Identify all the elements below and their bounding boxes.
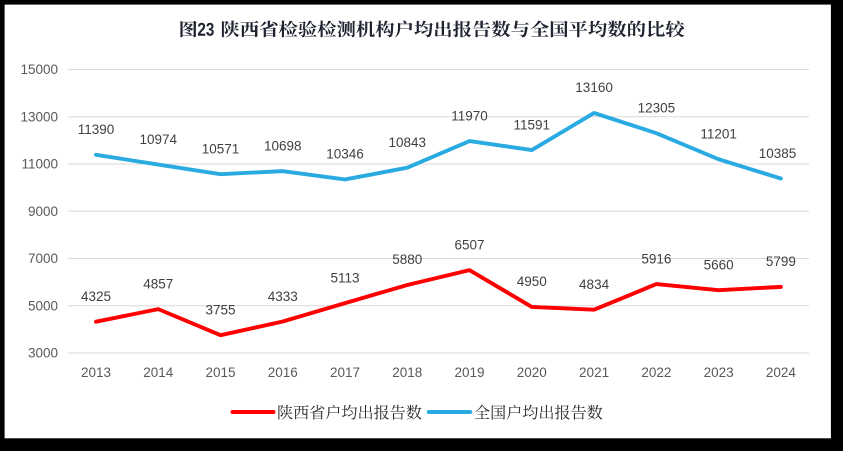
svg-text:7000: 7000	[28, 251, 58, 266]
svg-text:2016: 2016	[268, 365, 298, 380]
svg-text:4950: 4950	[517, 274, 547, 289]
svg-text:2013: 2013	[81, 365, 111, 380]
svg-text:4325: 4325	[81, 289, 111, 304]
svg-text:10346: 10346	[326, 147, 364, 162]
svg-text:2021: 2021	[579, 365, 609, 380]
svg-text:4834: 4834	[579, 277, 610, 292]
svg-text:2023: 2023	[704, 365, 734, 380]
svg-text:10843: 10843	[389, 135, 427, 150]
svg-text:2014: 2014	[143, 365, 174, 380]
svg-text:10698: 10698	[264, 138, 302, 153]
svg-text:13000: 13000	[20, 109, 58, 124]
svg-text:3000: 3000	[28, 346, 58, 361]
svg-text:2019: 2019	[455, 365, 485, 380]
svg-text:5880: 5880	[392, 252, 422, 267]
svg-text:5000: 5000	[28, 298, 58, 313]
svg-text:2017: 2017	[330, 365, 360, 380]
svg-text:2015: 2015	[205, 365, 235, 380]
svg-text:4333: 4333	[268, 289, 298, 304]
svg-text:5799: 5799	[766, 254, 796, 269]
svg-text:6507: 6507	[455, 237, 485, 252]
svg-text:11201: 11201	[700, 127, 737, 142]
svg-text:11000: 11000	[21, 157, 58, 172]
svg-text:13160: 13160	[575, 80, 613, 95]
svg-text:10974: 10974	[139, 132, 177, 147]
svg-text:10571: 10571	[202, 141, 240, 156]
svg-text:11390: 11390	[78, 122, 115, 137]
svg-text:11970: 11970	[451, 108, 488, 123]
svg-text:5113: 5113	[331, 270, 360, 285]
svg-text:2020: 2020	[517, 365, 547, 380]
svg-text:9000: 9000	[28, 204, 58, 219]
svg-text:5916: 5916	[641, 251, 671, 266]
svg-text:15000: 15000	[20, 62, 58, 77]
svg-text:4857: 4857	[143, 276, 173, 291]
svg-text:2024: 2024	[766, 365, 797, 380]
svg-text:12305: 12305	[638, 100, 676, 115]
svg-text:2018: 2018	[392, 365, 422, 380]
svg-text:3755: 3755	[205, 302, 235, 317]
svg-text:5660: 5660	[704, 257, 734, 272]
svg-text:11591: 11591	[514, 117, 551, 132]
svg-text:10385: 10385	[759, 146, 797, 161]
svg-text:2022: 2022	[641, 365, 671, 380]
